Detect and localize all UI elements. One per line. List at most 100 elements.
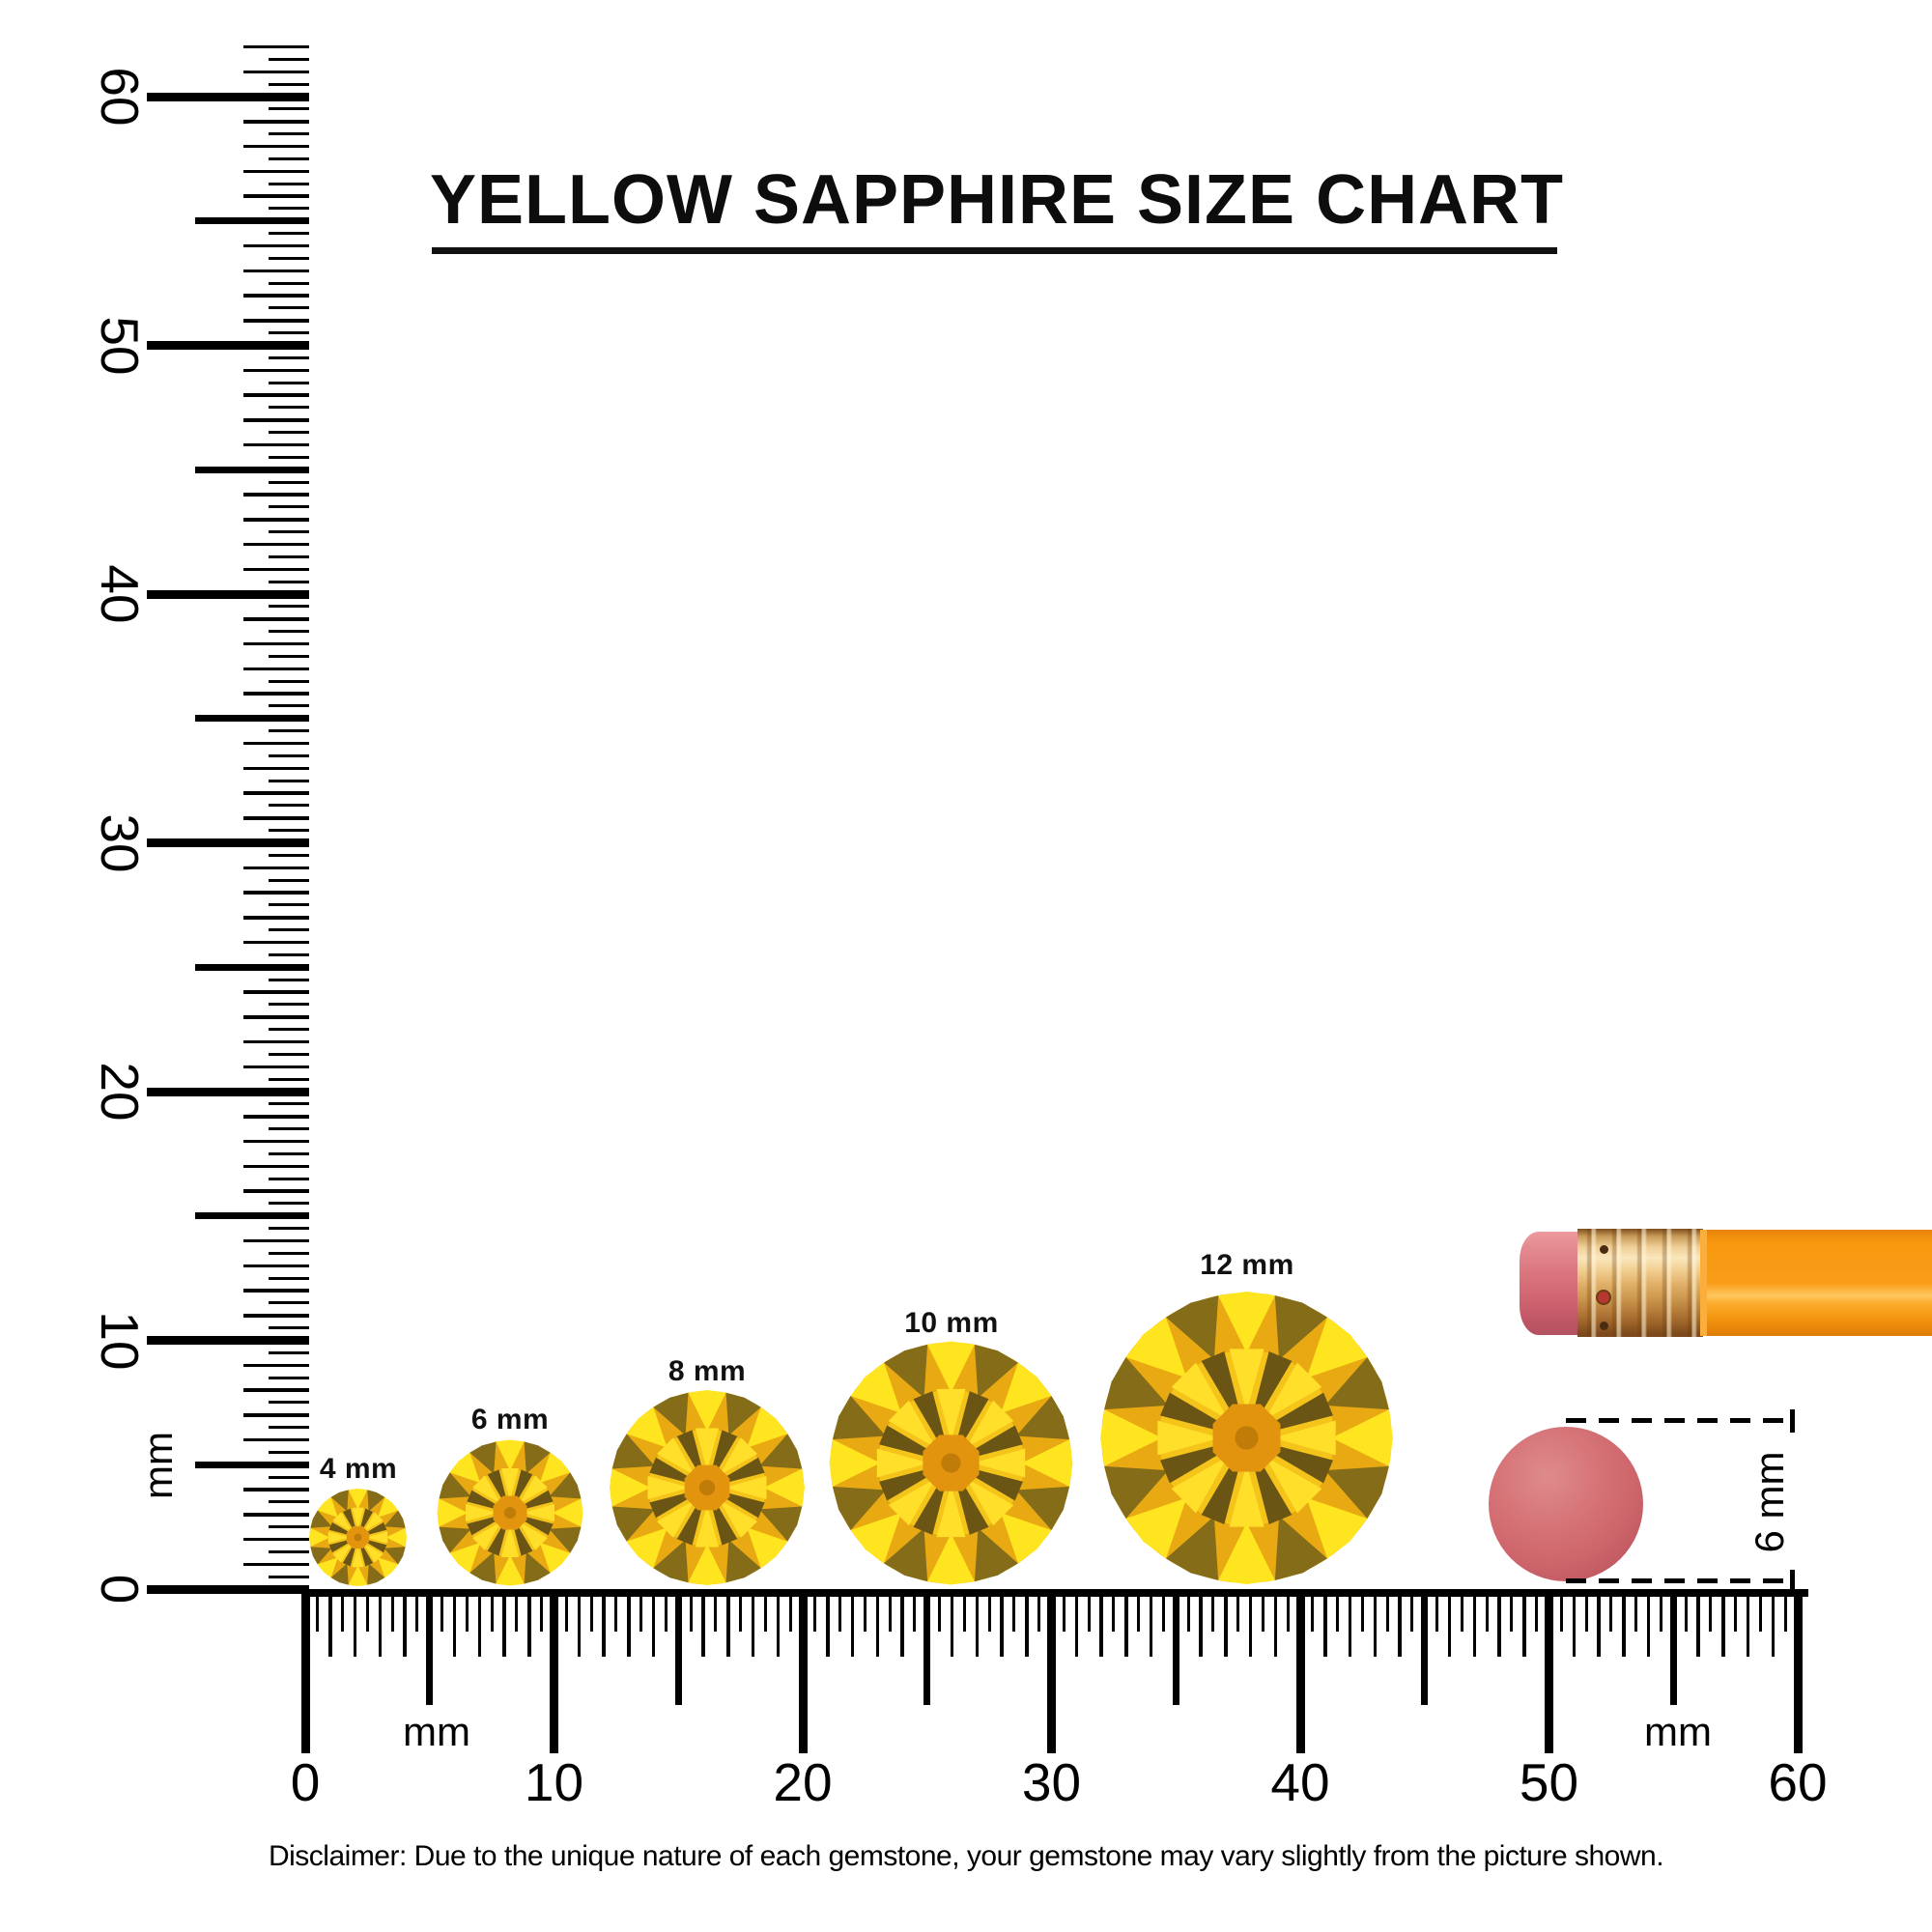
h-ruler-tick [1199,1589,1203,1657]
v-ruler-tick [147,1584,309,1594]
h-ruler-tick [1597,1589,1601,1657]
h-ruler-tick [353,1589,357,1657]
v-ruler-tick [269,978,309,981]
v-ruler-tick [147,838,309,847]
v-ruler-tick [243,144,309,149]
v-ruler-tick [269,1077,309,1081]
v-ruler-tick [243,542,309,547]
v-ruler-tick [243,1437,309,1442]
v-ruler-tick [195,1461,309,1468]
h-ruler-tick [1559,1589,1563,1632]
h-ruler-tick [564,1589,568,1632]
v-ruler-tick [269,729,309,733]
h-ruler-tick [1734,1589,1738,1632]
v-ruler-number: 30 [90,812,150,873]
h-ruler-tick [813,1589,817,1632]
horizontal-ruler-baseline [305,1589,1808,1597]
v-ruler-tick [269,1102,309,1106]
h-ruler-tick [763,1589,767,1632]
v-ruler-tick [269,1326,309,1330]
v-ruler-tick [243,990,309,994]
v-ruler-number: 40 [90,564,150,624]
gem-4mm-label: 4 mm [319,1453,398,1485]
h-ruler-tick [674,1589,682,1705]
v-ruler-tick [269,1028,309,1032]
h-ruler-tick [651,1589,656,1657]
v-ruler-tick [269,1350,309,1354]
v-ruler-tick [269,630,309,634]
vertical-ruler-unit-label: mm [135,1432,181,1499]
v-ruler-tick [269,1525,309,1529]
gem-4mm [308,1488,408,1587]
v-ruler-tick [147,341,309,350]
v-ruler-tick [243,1363,309,1367]
gem-10mm-label: 10 mm [904,1307,999,1339]
h-ruler-tick [1746,1589,1750,1657]
v-ruler-tick [243,940,309,945]
v-ruler-tick [269,331,309,335]
eraser-disc [1489,1427,1643,1581]
v-ruler-tick [243,1562,309,1566]
h-ruler-tick [1273,1589,1277,1657]
h-ruler-tick [1684,1589,1688,1632]
v-ruler-tick [243,518,309,522]
h-ruler-tick [1087,1589,1091,1632]
v-ruler-tick [269,355,309,359]
h-ruler-tick [900,1589,904,1657]
dimension-cap-top [1790,1409,1795,1433]
v-ruler-tick [269,1426,309,1430]
h-ruler-tick [577,1589,581,1657]
v-ruler-tick [243,891,309,895]
v-ruler-tick [243,393,309,397]
v-ruler-tick [269,1003,309,1007]
h-ruler-tick [639,1589,643,1632]
h-ruler-tick [1261,1589,1264,1632]
v-ruler-tick [269,580,309,583]
gem-10mm [827,1339,1075,1587]
v-ruler-tick [269,281,309,285]
h-ruler-tick [838,1589,842,1632]
h-ruler-number: 30 [1021,1752,1082,1812]
h-ruler-tick [701,1589,705,1657]
v-ruler-tick [269,406,309,410]
v-ruler-tick [269,679,309,683]
v-ruler-tick [269,256,309,260]
h-ruler-tick [1000,1589,1004,1657]
h-ruler-tick [1646,1589,1651,1657]
h-ruler-tick [1460,1589,1463,1632]
h-ruler-tick [776,1589,780,1657]
v-ruler-number: 20 [90,1062,150,1122]
v-ruler-tick [269,182,309,185]
v-ruler-tick [269,431,309,435]
h-ruler-tick [1522,1589,1526,1657]
h-ruler-tick [1348,1589,1352,1657]
v-ruler-tick [269,156,309,160]
h-ruler-tick [1634,1589,1638,1632]
h-ruler-tick [527,1589,531,1657]
h-ruler-tick [1758,1589,1762,1632]
h-ruler-tick [938,1589,942,1632]
h-ruler-tick [1074,1589,1078,1657]
gem-6mm-image [437,1439,583,1586]
h-ruler-tick [1025,1589,1029,1657]
v-ruler-tick [243,1164,309,1168]
h-ruler-tick [1669,1589,1677,1705]
h-ruler-tick [1295,1589,1305,1753]
h-ruler-tick [452,1589,457,1657]
v-ruler-tick [269,1151,309,1155]
v-ruler-tick [269,232,309,236]
v-ruler-tick [147,92,309,101]
pencil-body-edge [1700,1230,1707,1336]
v-ruler-tick [269,704,309,708]
v-ruler-tick [243,1115,309,1119]
v-ruler-tick [269,878,309,882]
h-ruler-tick [378,1589,382,1657]
h-ruler-tick [863,1589,867,1632]
h-ruler-tick [426,1589,434,1705]
v-ruler-tick [269,107,309,111]
v-ruler-tick [269,1549,309,1553]
v-ruler-tick [269,505,309,509]
h-ruler-tick [1149,1589,1153,1657]
v-ruler-tick [243,194,309,198]
v-ruler-tick [269,804,309,808]
